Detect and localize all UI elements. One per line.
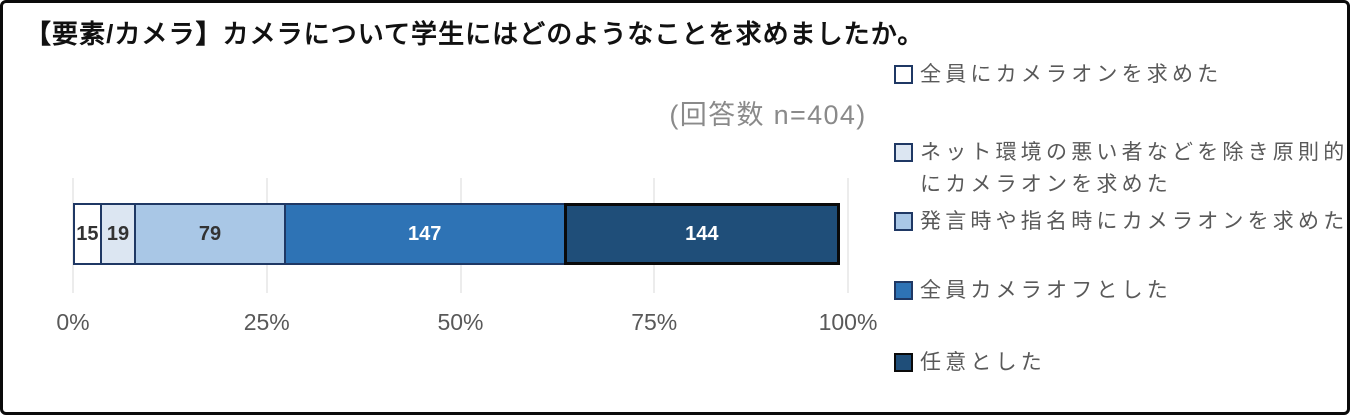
legend-item-4: 全員カメラオフとした: [894, 275, 1172, 307]
x-tick-label-100%: 100%: [818, 309, 878, 335]
bar-segment-4: 147: [283, 203, 566, 265]
legend-swatch-icon: [894, 353, 913, 372]
bar-segment-5: 144: [563, 203, 840, 265]
bar-segment-value: 15: [76, 222, 99, 245]
x-tick-label-75%: 75%: [631, 309, 678, 335]
bar-segment-value: 144: [685, 222, 719, 245]
bar-segment-2: 19: [99, 203, 137, 265]
x-tick-label-25%: 25%: [243, 309, 290, 335]
legend-swatch-icon: [894, 281, 913, 300]
bar-segment-value: 147: [408, 222, 442, 245]
bar-segment-1: 15: [73, 203, 102, 265]
legend-item-label: 全員にカメラオンを求めた: [920, 63, 1223, 86]
legend-swatch-icon: [894, 212, 913, 231]
bar-segment-3: 79: [134, 203, 286, 265]
response-count-note: (回答数 n=404): [669, 100, 867, 130]
bar-segment-value: 19: [106, 222, 130, 245]
x-tick-label-50%: 50%: [437, 309, 484, 335]
legend-swatch-icon: [894, 65, 913, 84]
legend-item-label: 任意とした: [920, 351, 1046, 374]
chart-title: 【要素/カメラ】カメラについて学生にはどのようなことを求めましたか。: [25, 19, 925, 49]
legend-item-2: ネット環境の悪い者などを除き原則的 にカメラオンを求めた: [894, 137, 1349, 201]
gridline-100%: [847, 178, 849, 293]
stacked-bar: 15 19 79 147 144: [73, 203, 848, 265]
x-tick-label-0%: 0%: [56, 309, 90, 335]
bar-segment-value: 79: [198, 222, 222, 245]
legend-item-3: 発言時や指名時にカメラオンを求めた: [894, 206, 1349, 238]
legend-item-label: 発言時や指名時にカメラオンを求めた: [920, 210, 1349, 233]
legend-swatch-icon: [894, 143, 913, 162]
x-axis-ticks: 0% 25% 50% 75% 100%: [56, 309, 877, 343]
legend-item-label: ネット環境の悪い者などを除き原則的 にカメラオンを求めた: [920, 141, 1349, 196]
legend-item-5: 任意とした: [894, 347, 1046, 379]
legend-item-label: 全員カメラオフとした: [920, 279, 1172, 302]
chart-legend: 全員にカメラオンを求めたネット環境の悪い者などを除き原則的 にカメラオンを求めた発…: [894, 3, 1349, 412]
legend-item-1: 全員にカメラオンを求めた: [894, 59, 1222, 91]
